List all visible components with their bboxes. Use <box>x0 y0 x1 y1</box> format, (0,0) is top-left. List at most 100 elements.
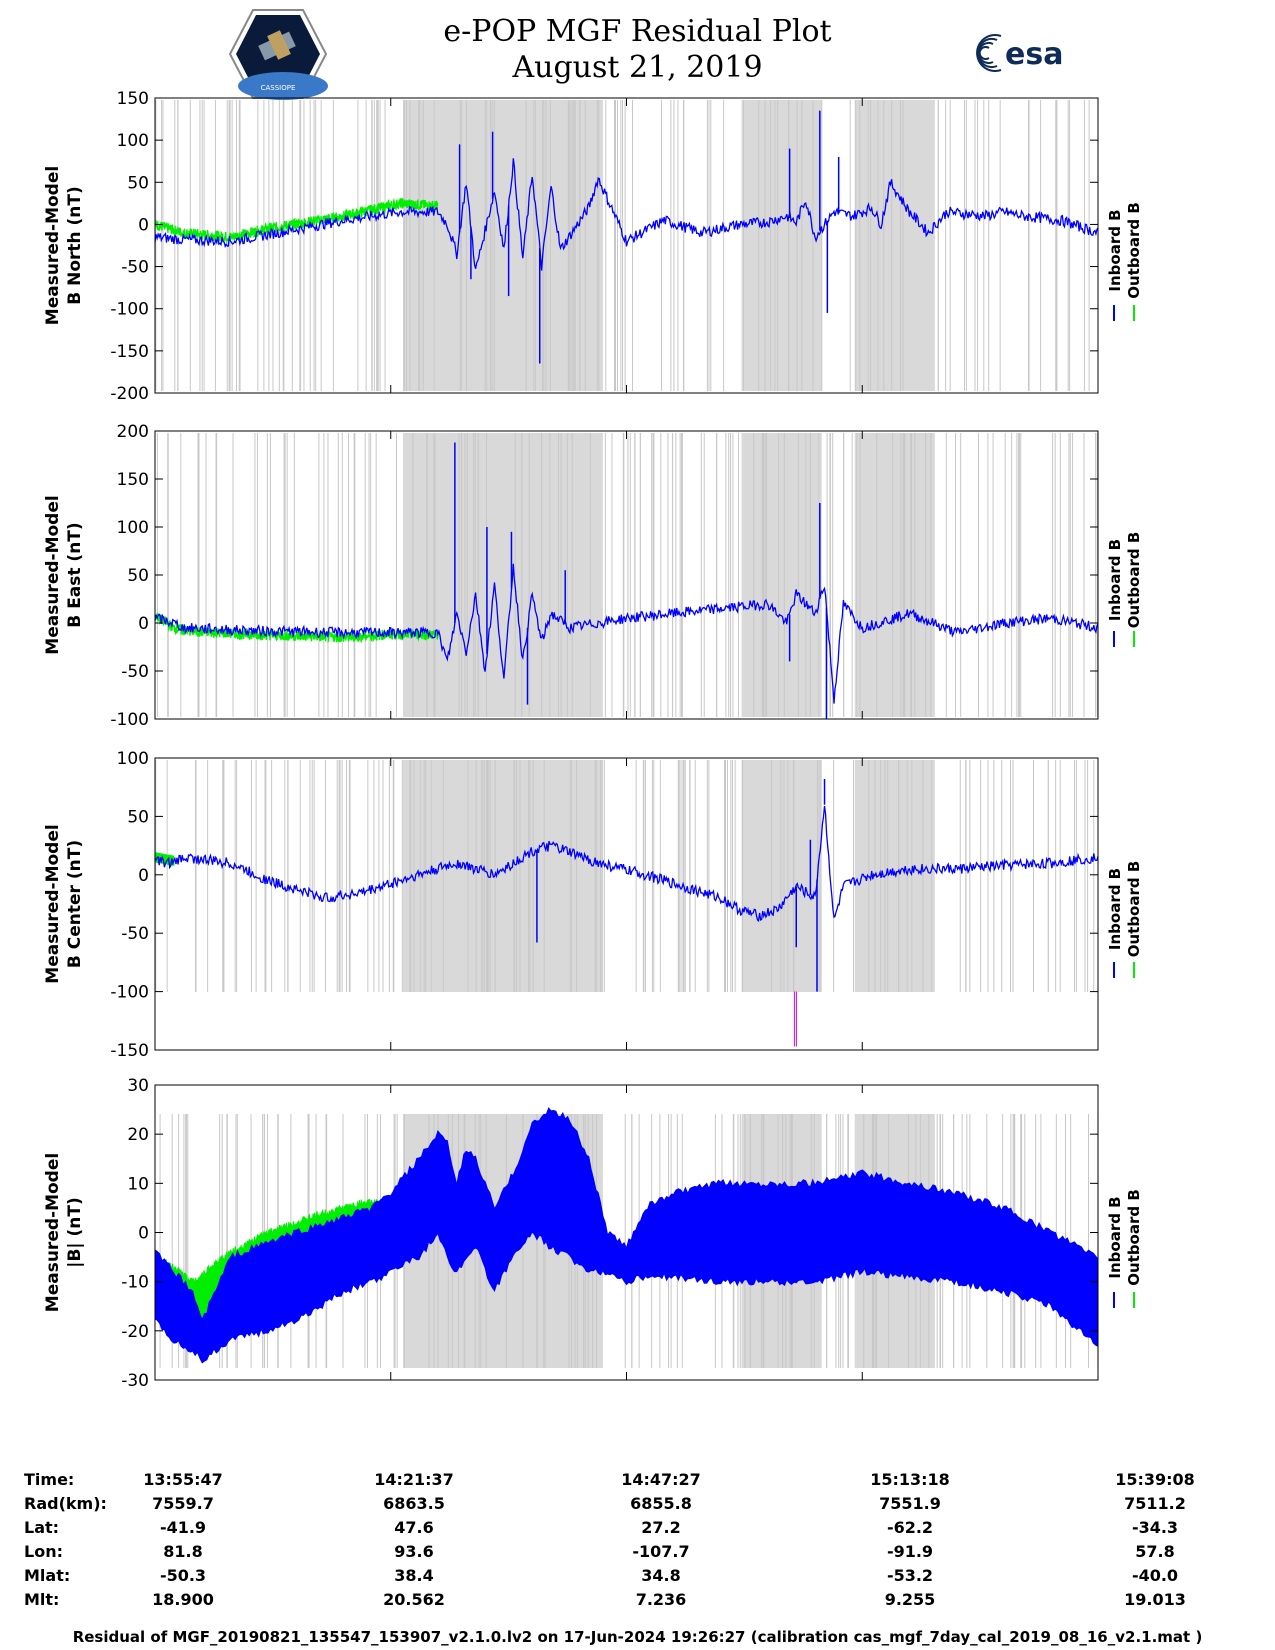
title-line-1: e-POP MGF Residual Plot <box>443 14 832 49</box>
cell-time-4: 15:13:18 <box>870 1470 950 1489</box>
esa-logo: esa <box>976 34 1063 72</box>
legend-inboard-label: Inboard B <box>1106 209 1124 291</box>
y-tick-label: 50 <box>127 173 149 193</box>
legend-inboard-label: Inboard B <box>1106 539 1124 621</box>
y-axis-label: Measured-Model B East (nT) <box>43 495 85 654</box>
y-tick-label: 150 <box>117 89 149 109</box>
y-tick-label: -100 <box>110 710 149 730</box>
data-gap-lines <box>155 760 1095 992</box>
y-tick-label: 50 <box>127 566 149 586</box>
cell-time-5: 15:39:08 <box>1115 1470 1195 1489</box>
y-axis-label-line-1: Measured-Model <box>43 495 63 654</box>
footer-caption: Residual of MGF_20190821_135547_153907_v… <box>72 1628 1203 1646</box>
y-axis-label-line-1: Measured-Model <box>43 1153 63 1312</box>
y-axis-label-line-2: B North (nT) <box>65 186 85 305</box>
cassiope-logo: CASSIOPE <box>228 9 328 100</box>
cell-mlt-1: 18.900 <box>152 1590 214 1609</box>
y-axis-label: Measured-Model B Center (nT) <box>43 824 85 983</box>
y-tick-label: -10 <box>121 1273 149 1293</box>
cell-mlt-5: 19.013 <box>1124 1590 1186 1609</box>
legend-outboard-label: Outboard B <box>1125 861 1143 958</box>
table-row-lat: Lat: -41.9 47.6 27.2 -62.2 -34.3 <box>0 1518 1275 1542</box>
y-tick-label: -50 <box>121 924 149 944</box>
y-tick-label: 0 <box>138 215 149 235</box>
cell-lat-4: -62.2 <box>886 1518 934 1537</box>
y-tick-label: -100 <box>110 300 149 320</box>
plot-frame <box>154 757 1099 1051</box>
y-tick-label: -30 <box>121 1371 149 1391</box>
cell-mlat-4: -53.2 <box>886 1566 934 1585</box>
esa-logo-text: esa <box>1005 37 1063 72</box>
y-axis-label: Measured-Model B North (nT) <box>43 166 85 325</box>
cell-rad-5: 7511.2 <box>1124 1494 1186 1513</box>
y-axis-label-line-2: B East (nT) <box>65 522 85 627</box>
cell-mlt-3: 7.236 <box>635 1590 687 1609</box>
shaded-region-2 <box>741 433 822 717</box>
shaded-region-1 <box>403 760 603 992</box>
row-label-lat: Lat: <box>24 1518 60 1537</box>
legend-outboard-label: Outboard B <box>1125 1189 1143 1286</box>
row-label-rad: Rad(km): <box>24 1494 107 1513</box>
y-tick-label: 150 <box>117 470 149 490</box>
y-tick-label: -150 <box>110 1041 149 1061</box>
cell-lat-5: -34.3 <box>1131 1518 1179 1537</box>
table-row-mlt: Mlt: 18.900 20.562 7.236 9.255 19.013 <box>0 1590 1275 1614</box>
y-tick-label: 30 <box>127 1076 149 1096</box>
table-row-lon: Lon: 81.8 93.6 -107.7 -91.9 57.8 <box>0 1542 1275 1566</box>
y-tick-label: 0 <box>138 614 149 634</box>
row-label-time: Time: <box>24 1470 75 1489</box>
cell-time-3: 14:47:27 <box>621 1470 701 1489</box>
legend-outboard-label: Outboard B <box>1125 202 1143 299</box>
cassiope-logo-text: CASSIOPE <box>261 84 296 92</box>
inboard-series-line <box>154 805 1099 923</box>
legend-outboard-label: Outboard B <box>1125 532 1143 629</box>
y-tick-label: 50 <box>127 807 149 827</box>
cell-time-2: 14:21:37 <box>374 1470 454 1489</box>
data-gap-lines <box>155 100 1090 391</box>
cell-rad-1: 7559.7 <box>152 1494 214 1513</box>
cell-mlat-5: -40.0 <box>1131 1566 1179 1585</box>
cell-mlt-2: 20.562 <box>383 1590 445 1609</box>
row-label-mlat: Mlat: <box>24 1566 71 1585</box>
outboard-series-line <box>154 852 175 866</box>
cell-lon-3: -107.7 <box>632 1542 690 1561</box>
row-label-mlt: Mlt: <box>24 1590 60 1609</box>
cell-mlat-1: -50.3 <box>159 1566 207 1585</box>
y-tick-label: 100 <box>117 131 149 151</box>
cell-mlat-2: 38.4 <box>394 1566 434 1585</box>
cell-mlat-3: 34.8 <box>641 1566 681 1585</box>
cell-time-1: 13:55:47 <box>143 1470 223 1489</box>
y-tick-label: -50 <box>121 258 149 278</box>
chart-title: e-POP MGF Residual Plot August 21, 2019 <box>0 14 1275 86</box>
y-tick-label: -50 <box>121 662 149 682</box>
cell-rad-2: 6863.5 <box>383 1494 445 1513</box>
y-tick-label: -100 <box>110 983 149 1003</box>
shaded-region-3 <box>854 433 935 717</box>
cell-rad-3: 6855.8 <box>630 1494 692 1513</box>
cell-lat-3: 27.2 <box>641 1518 681 1537</box>
table-row-rad: Rad(km): 7559.7 6863.5 6855.8 7551.9 751… <box>0 1494 1275 1518</box>
table-row-mlat: Mlat: -50.3 38.4 34.8 -53.2 -40.0 <box>0 1566 1275 1590</box>
y-tick-label: 100 <box>117 518 149 538</box>
inboard-series-line <box>154 158 1099 271</box>
cell-lon-1: 81.8 <box>163 1542 203 1561</box>
plot-frame <box>154 430 1099 720</box>
cell-rad-4: 7551.9 <box>879 1494 941 1513</box>
panel-4: 30 20 10 0 -10 -20 -30 Measured-Model |B| (nT) In… <box>43 1076 1143 1391</box>
outboard-series-line <box>154 197 439 244</box>
y-tick-label: -20 <box>121 1322 149 1342</box>
cell-lat-2: 47.6 <box>394 1518 434 1537</box>
cell-lon-4: -91.9 <box>886 1542 934 1561</box>
y-axis-label: Measured-Model |B| (nT) <box>43 1153 85 1312</box>
inboard-series-band <box>154 1107 1099 1364</box>
table-row-time: Time: 13:55:47 14:21:37 14:47:27 15:13:1… <box>0 1470 1275 1494</box>
cell-lon-2: 93.6 <box>394 1542 434 1561</box>
row-label-lon: Lon: <box>24 1542 63 1561</box>
cell-lon-5: 57.8 <box>1135 1542 1175 1561</box>
y-tick-label: -200 <box>110 384 149 404</box>
y-axis-label-line-2: |B| (nT) <box>65 1197 85 1268</box>
y-tick-label: 100 <box>117 749 149 769</box>
y-tick-label: 200 <box>117 422 149 442</box>
y-axis-label-line-2: B Center (nT) <box>65 840 85 968</box>
